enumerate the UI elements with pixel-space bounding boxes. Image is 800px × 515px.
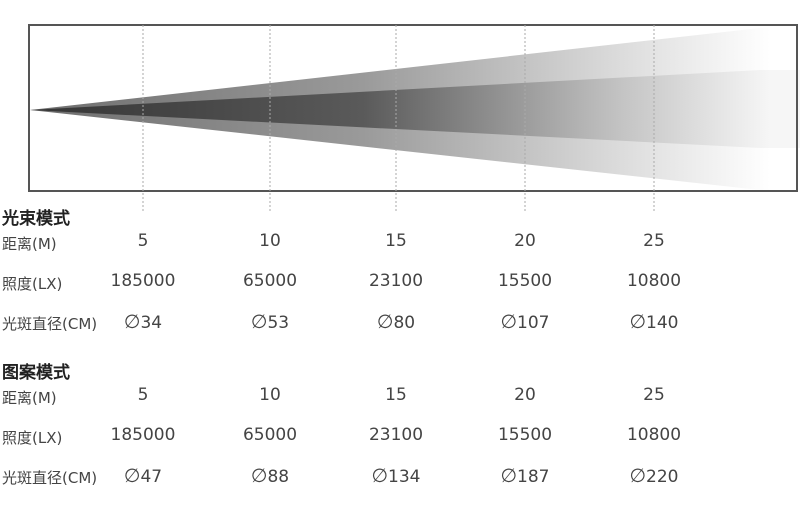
table-cell: 23100 xyxy=(368,425,424,445)
diameter-symbol: ∅ xyxy=(629,311,647,333)
table-cell: 15500 xyxy=(497,425,553,445)
diameter-value: 47 xyxy=(140,467,163,487)
row-label: 照度(LX) xyxy=(2,275,63,293)
table-cell: 10 xyxy=(259,231,281,251)
table-cell: ∅47 xyxy=(124,465,162,487)
diameter-value: 140 xyxy=(646,313,679,333)
row-label: 距离(M) xyxy=(2,389,57,407)
diagram-frame xyxy=(28,24,798,192)
table-cell: ∅134 xyxy=(371,465,420,487)
table-cell: ∅80 xyxy=(377,311,415,333)
diameter-value: 134 xyxy=(388,467,421,487)
table-cell: 15 xyxy=(385,231,407,251)
table-cell: 25 xyxy=(643,385,665,405)
row-label: 光斑直径(CM) xyxy=(2,315,98,333)
diameter-value: 187 xyxy=(517,467,550,487)
row-label: 光斑直径(CM) xyxy=(2,469,98,487)
section-title: 图案模式 xyxy=(2,363,70,383)
distance-guides xyxy=(142,25,655,212)
table-cell: 65000 xyxy=(242,271,298,291)
table-cell: ∅53 xyxy=(251,311,289,333)
diameter-symbol: ∅ xyxy=(250,311,268,333)
row-label: 照度(LX) xyxy=(2,429,63,447)
table-cell: 15 xyxy=(385,385,407,405)
diameter-value: 88 xyxy=(267,467,290,487)
table-cell: 5 xyxy=(137,385,149,405)
table-cell: 65000 xyxy=(242,425,298,445)
table-cell: 20 xyxy=(514,231,536,251)
table-cell: ∅140 xyxy=(629,311,678,333)
table-cell: 23100 xyxy=(368,271,424,291)
table-cell: 10800 xyxy=(626,271,682,291)
table-cell: 185000 xyxy=(110,271,176,291)
diameter-symbol: ∅ xyxy=(123,311,141,333)
beam-diagram xyxy=(28,24,800,212)
diameter-symbol: ∅ xyxy=(500,311,518,333)
table-cell: 10 xyxy=(259,385,281,405)
table-cell: 185000 xyxy=(110,425,176,445)
inner-beam xyxy=(30,70,800,148)
diameter-symbol: ∅ xyxy=(629,465,647,487)
table-cell: ∅107 xyxy=(500,311,549,333)
section-title: 光束模式 xyxy=(2,209,70,229)
diameter-symbol: ∅ xyxy=(371,465,389,487)
table-cell: ∅88 xyxy=(251,465,289,487)
diameter-symbol: ∅ xyxy=(250,465,268,487)
table-cell: 15500 xyxy=(497,271,553,291)
table-cell: ∅187 xyxy=(500,465,549,487)
diameter-value: 80 xyxy=(393,313,416,333)
diameter-symbol: ∅ xyxy=(376,311,394,333)
diameter-symbol: ∅ xyxy=(123,465,141,487)
table-cell: 5 xyxy=(137,231,149,251)
diameter-value: 107 xyxy=(517,313,550,333)
table-cell: ∅220 xyxy=(629,465,678,487)
diameter-value: 34 xyxy=(140,313,163,333)
row-label: 距离(M) xyxy=(2,235,57,253)
diameter-value: 53 xyxy=(267,313,290,333)
table-cell: 10800 xyxy=(626,425,682,445)
diameter-value: 220 xyxy=(646,467,679,487)
table-cell: ∅34 xyxy=(124,311,162,333)
table-cell: 25 xyxy=(643,231,665,251)
table-cell: 20 xyxy=(514,385,536,405)
diameter-symbol: ∅ xyxy=(500,465,518,487)
